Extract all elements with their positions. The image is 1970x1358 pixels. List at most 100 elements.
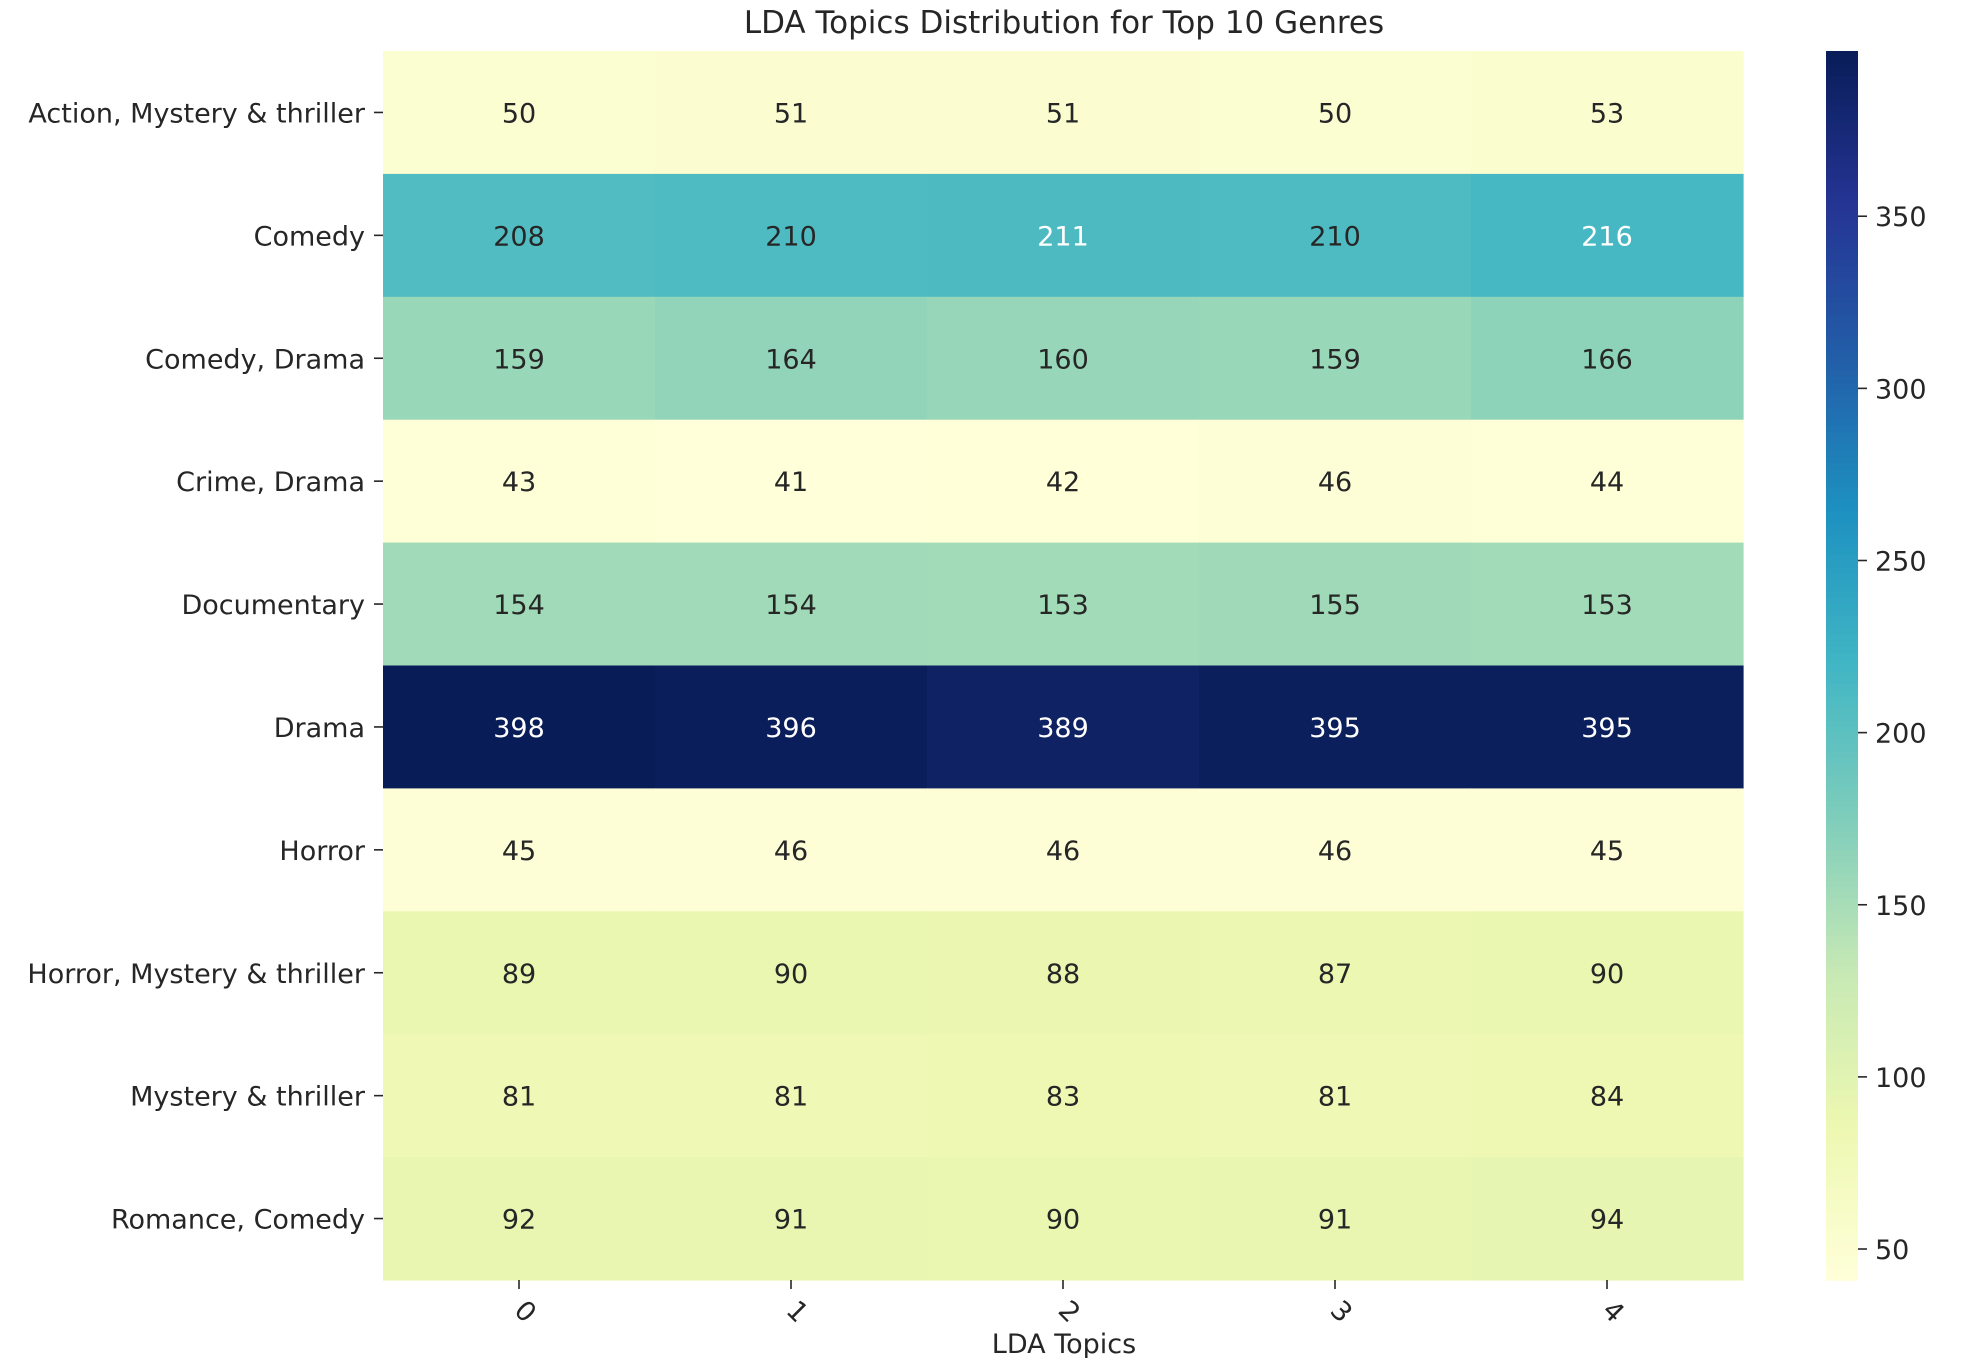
- colorbar-segment: [1826, 1101, 1858, 1109]
- heatmap-cell: [927, 788, 1200, 912]
- cell-value-label: 53: [1590, 98, 1624, 129]
- cell-value-label: 90: [1046, 1205, 1080, 1236]
- cell-value-label: 210: [765, 221, 817, 252]
- heatmap-cell: [1471, 1034, 1744, 1158]
- colorbar-segment: [1826, 100, 1858, 108]
- colorbar-segment: [1826, 905, 1858, 913]
- heatmap-cell: [655, 665, 928, 789]
- colorbar-segment: [1826, 241, 1858, 249]
- heatmap-cell: [927, 173, 1200, 298]
- cell-value-label: 164: [765, 344, 817, 375]
- colorbar-segment: [1826, 1040, 1858, 1048]
- cell-value-label: 90: [1590, 959, 1624, 990]
- heatmap-cell: [927, 296, 1200, 421]
- cell-value-label: 42: [1046, 467, 1080, 498]
- heatmap-cell: [655, 911, 928, 1035]
- colorbar-segment: [1826, 518, 1858, 525]
- colorbar-segment: [1826, 683, 1858, 691]
- colorbar-segment: [1826, 51, 1858, 58]
- heatmap-cell: [655, 1034, 928, 1158]
- colorbar-segment: [1826, 425, 1858, 433]
- heatmap-cell: [655, 296, 928, 421]
- colorbar-segment: [1826, 1144, 1858, 1152]
- colorbar-segment: [1826, 1261, 1858, 1269]
- colorbar-segment: [1826, 831, 1858, 839]
- heatmap-cell: [1199, 1157, 1472, 1281]
- colorbar-segment: [1826, 499, 1858, 507]
- colorbar-segment: [1826, 475, 1858, 482]
- colorbar-segment: [1826, 1052, 1858, 1060]
- colorbar-segment: [1826, 972, 1858, 980]
- chart-title: LDA Topics Distribution for Top 10 Genre…: [744, 5, 1384, 41]
- cell-value-label: 83: [1046, 1082, 1080, 1113]
- cell-value-label: 159: [1309, 344, 1361, 375]
- cell-value-label: 81: [1318, 1082, 1352, 1113]
- colorbar-segment: [1826, 462, 1858, 470]
- cell-value-label: 41: [774, 467, 808, 498]
- colorbar-segment: [1826, 720, 1858, 728]
- colorbar-segment: [1826, 757, 1858, 765]
- heatmap-cell: [383, 665, 656, 789]
- colorbar-segment: [1826, 573, 1858, 581]
- cell-value-label: 396: [765, 713, 817, 744]
- heatmap-cell: [383, 911, 656, 1035]
- colorbar-segment: [1826, 794, 1858, 802]
- colorbar-segment: [1826, 124, 1858, 132]
- colorbar-segment: [1826, 763, 1858, 771]
- y-tick-label: Horror: [279, 836, 365, 867]
- colorbar-segment: [1826, 849, 1858, 857]
- colorbar-segment: [1826, 610, 1858, 618]
- colorbar-segment: [1826, 1058, 1858, 1066]
- cell-value-label: 153: [1581, 590, 1633, 621]
- colorbar-segment: [1826, 210, 1858, 218]
- colorbar-segment: [1826, 407, 1858, 415]
- colorbar-segment: [1826, 1077, 1858, 1085]
- heatmap-cell: [1471, 1157, 1744, 1281]
- colorbar-segment: [1826, 659, 1858, 667]
- cell-value-label: 166: [1581, 344, 1633, 375]
- colorbar-segment: [1826, 769, 1858, 777]
- colorbar-segment: [1826, 167, 1858, 175]
- colorbar-segment: [1826, 173, 1858, 181]
- colorbar-segment: [1826, 487, 1858, 495]
- colorbar-segment: [1826, 370, 1858, 378]
- cell-value-label: 208: [493, 221, 545, 252]
- cell-value-label: 51: [1046, 98, 1080, 129]
- colorbar-segment: [1826, 1009, 1858, 1017]
- cell-value-label: 90: [774, 959, 808, 990]
- cell-value-labels: 50 51 51 50 53 208 210 211 210 216 159 164 160 159 166…: [493, 98, 1633, 1235]
- colorbar-segment: [1826, 911, 1858, 919]
- cell-value-label: 50: [1318, 98, 1352, 129]
- colorbar-segment: [1826, 960, 1858, 968]
- heatmap-cell: [1471, 173, 1744, 298]
- heatmap-cell: [1199, 173, 1472, 298]
- colorbar-segment: [1826, 819, 1858, 827]
- y-tick-label: Romance, Comedy: [111, 1205, 365, 1236]
- heatmap-cell: [927, 419, 1200, 544]
- cell-value-label: 389: [1037, 713, 1089, 744]
- cell-value-label: 154: [765, 590, 817, 621]
- heatmap-cell: [383, 51, 656, 175]
- colorbar-segment: [1826, 1169, 1858, 1177]
- colorbar-segment: [1826, 352, 1858, 360]
- colorbar-tick-label: 100: [1875, 1063, 1927, 1094]
- colorbar-segment: [1826, 751, 1858, 759]
- colorbar-segment: [1826, 1175, 1858, 1183]
- heatmap-cell: [383, 419, 656, 544]
- colorbar-tick-label: 300: [1875, 374, 1927, 405]
- heatmap-cell: [383, 788, 656, 912]
- colorbar-segment: [1826, 788, 1858, 796]
- colorbar-segment: [1826, 204, 1858, 212]
- cell-value-label: 89: [502, 959, 536, 990]
- cell-value-label: 81: [502, 1082, 536, 1113]
- colorbar-segment: [1826, 591, 1858, 599]
- colorbar-segment: [1826, 806, 1858, 814]
- colorbar-segment: [1826, 530, 1858, 538]
- colorbar-segment: [1826, 272, 1858, 280]
- colorbar-segment: [1826, 1132, 1858, 1140]
- colorbar-tick-label: 50: [1875, 1235, 1909, 1266]
- colorbar-segment: [1826, 388, 1858, 396]
- colorbar-segment: [1826, 444, 1858, 452]
- colorbar-segment: [1826, 524, 1858, 532]
